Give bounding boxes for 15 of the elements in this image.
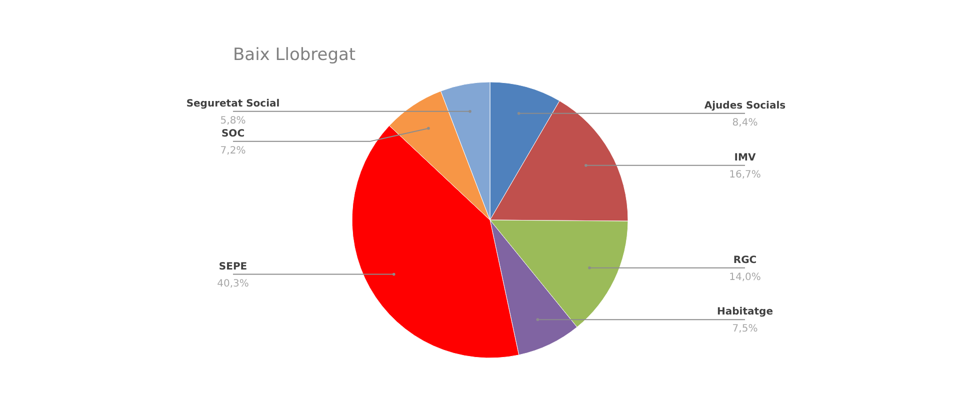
slice-label: Habitatge xyxy=(717,306,774,318)
slice-label: Seguretat Social xyxy=(186,98,280,110)
data-label: 8,4% xyxy=(732,117,758,128)
slice-label: SEPE xyxy=(218,261,248,272)
data-label: 14,0% xyxy=(729,272,761,283)
data-label: 40,3% xyxy=(217,278,249,290)
slice-label: RGC xyxy=(733,254,757,266)
data-label: 5,8% xyxy=(220,115,246,126)
data-label: 16,7% xyxy=(729,169,761,180)
slice-label: IMV xyxy=(734,152,756,164)
slice-label: Ajudes Socials xyxy=(704,100,786,112)
data-label: 7,5% xyxy=(732,324,758,335)
slice-label: SOC xyxy=(221,128,245,140)
data-label: 7,2% xyxy=(220,145,246,156)
chart-title: Baix Llobregat xyxy=(233,45,356,65)
